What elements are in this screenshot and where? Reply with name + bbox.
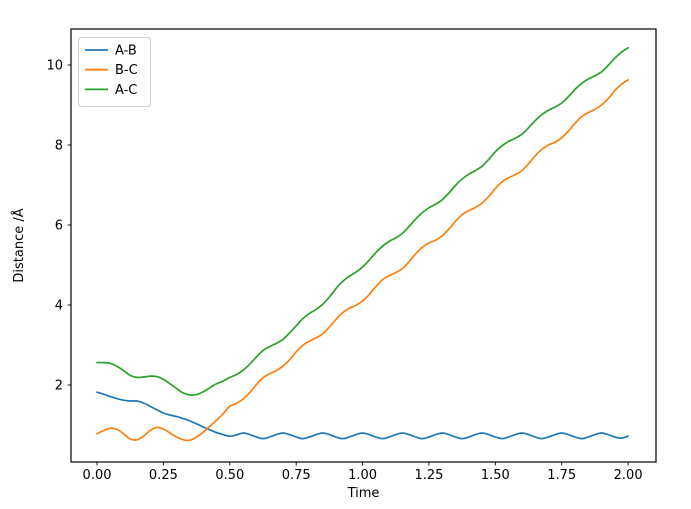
legend: A-B B-C A-C <box>78 37 151 107</box>
legend-entry: A-C <box>85 83 137 98</box>
series-line-a-c <box>96 46 629 396</box>
legend-label: A-B <box>115 44 137 59</box>
x-tick-label: 0.25 <box>149 468 178 483</box>
series-line-b-c <box>96 78 629 442</box>
x-axis: 0.00 0.25 0.50 0.75 1.00 1.25 1.50 1.75 2.00 <box>83 462 643 483</box>
legend-label: A-C <box>115 83 137 98</box>
y-tick-label: 4 <box>55 299 63 314</box>
x-tick-label: 1.00 <box>348 468 377 483</box>
x-tick-label: 0.00 <box>83 468 112 483</box>
series-line-a-b <box>96 391 629 440</box>
legend-entry: B-C <box>85 63 138 78</box>
y-tick-label: 10 <box>46 59 63 74</box>
x-tick-label: 1.75 <box>547 468 576 483</box>
x-tick-label: 0.50 <box>215 468 244 483</box>
legend-label: B-C <box>115 63 138 78</box>
y-axis: 2 4 6 8 10 <box>46 59 71 394</box>
x-tick-label: 2.00 <box>614 468 643 483</box>
y-tick-label: 2 <box>55 379 63 394</box>
y-tick-label: 6 <box>55 219 63 234</box>
plot-border <box>70 28 657 463</box>
x-tick-label: 1.25 <box>414 468 443 483</box>
x-axis-label: Time <box>347 486 380 501</box>
legend-entry: A-B <box>85 44 137 59</box>
x-tick-label: 1.50 <box>481 468 510 483</box>
x-tick-label: 0.75 <box>282 468 311 483</box>
y-tick-label: 8 <box>55 139 63 154</box>
y-axis-label: Distance /Å <box>11 208 27 282</box>
